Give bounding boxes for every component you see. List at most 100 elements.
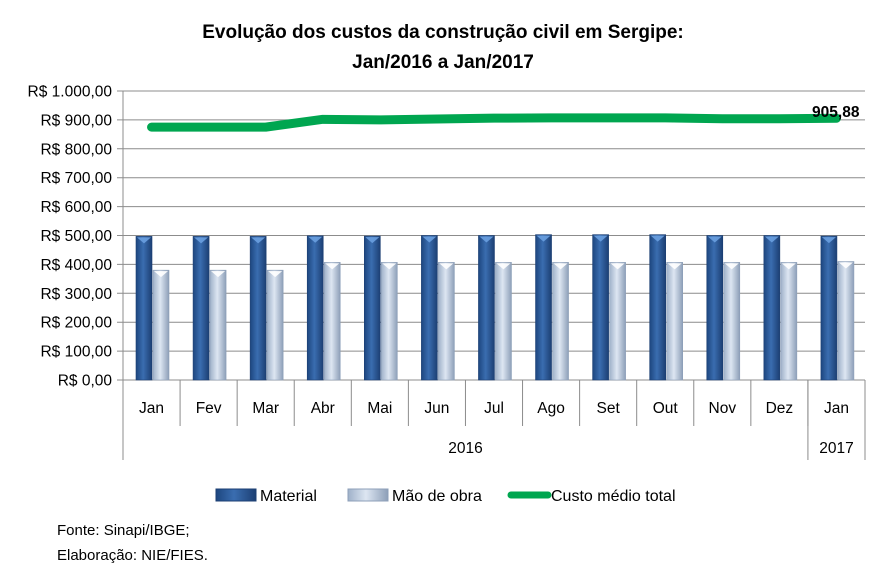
bar-body — [535, 234, 552, 381]
chart-title: Evolução dos custos da construção civil … — [202, 22, 683, 43]
x-axis: Jan Fev Mar Abr Mai Jun Jul Ago Set Out Nov Dez Jan 2… — [122, 380, 866, 460]
bar-body — [820, 235, 838, 381]
bar-body — [364, 235, 381, 381]
y-tick-label: R$ 600,00 — [40, 199, 112, 216]
bar-body — [266, 269, 284, 381]
x-tick-label: Mai — [367, 400, 392, 417]
bars — [135, 234, 855, 381]
bar-top-bevel — [382, 263, 397, 270]
bar-top-bevel — [781, 263, 796, 270]
bar-body — [706, 235, 724, 381]
bar-body — [192, 236, 210, 381]
bar-body — [495, 262, 512, 381]
bar-body — [552, 262, 569, 381]
y-tick-label: R$ 200,00 — [40, 315, 112, 332]
legend-item-material: Material — [215, 488, 317, 505]
bar-body — [306, 235, 324, 381]
x-tick-label: Jul — [484, 400, 504, 417]
bar-top-bevel — [268, 271, 283, 278]
bar-top-bevel — [325, 263, 340, 270]
legend-label-material: Material — [260, 488, 317, 505]
line-custo-medio — [147, 113, 841, 132]
bar-top-bevel — [251, 237, 266, 244]
y-tick-label: R$ 400,00 — [40, 257, 112, 274]
bar-top-bevel — [422, 236, 437, 243]
bar-body — [649, 234, 666, 381]
x-tick-label: Set — [597, 400, 621, 417]
y-tick-label: R$ 0,00 — [58, 373, 113, 390]
line-series: 905,88 — [147, 104, 860, 132]
bar-body — [381, 262, 398, 381]
x-tick-label: Fev — [196, 400, 222, 417]
x-tick-label: Jan — [824, 400, 849, 417]
x-tick-label: Nov — [709, 400, 737, 417]
group-label: 2017 — [819, 440, 853, 457]
x-tick-label: Jan — [139, 400, 164, 417]
bar-material — [763, 235, 781, 381]
credit-line: Elaboração: NIE/FIES. — [57, 547, 208, 564]
source-line: Fonte: Sinapi/IBGE; — [57, 522, 190, 539]
bar-mao-de-obra — [438, 262, 455, 381]
source-note: Fonte: Sinapi/IBGE; Elaboração: NIE/FIES… — [57, 518, 208, 568]
bar-top-bevel — [496, 263, 511, 270]
x-tick-label: Out — [653, 400, 679, 417]
bar-top-bevel — [154, 271, 168, 278]
y-tick-label: R$ 500,00 — [40, 228, 112, 245]
bar-top-bevel — [365, 237, 380, 244]
bar-body — [152, 269, 170, 381]
bar-body — [421, 235, 438, 381]
bar-body — [249, 236, 267, 381]
bar-material — [192, 236, 210, 381]
bar-top-bevel — [707, 236, 722, 243]
x-tick-label: Dez — [766, 400, 794, 417]
legend-label-custo-medio: Custo médio total — [551, 488, 676, 505]
group-label: 2016 — [448, 440, 482, 457]
x-tick-label: Ago — [537, 400, 565, 417]
bar-top-bevel — [821, 237, 836, 244]
bar-body — [323, 262, 341, 381]
bar-body — [209, 269, 227, 381]
bar-top-bevel — [536, 235, 551, 242]
bar-top-bevel — [764, 236, 779, 243]
legend-label-mao-de-obra: Mão de obra — [392, 488, 482, 505]
bar-mao-de-obra — [323, 262, 341, 381]
bar-material — [135, 236, 153, 381]
bar-material — [478, 235, 495, 381]
bar-mao-de-obra — [780, 262, 798, 381]
bar-material — [421, 235, 438, 381]
bar-top-bevel — [479, 236, 494, 243]
bar-top-bevel — [211, 271, 226, 278]
y-tick-label: R$ 1.000,00 — [28, 84, 113, 101]
bar-mao-de-obra — [666, 262, 683, 381]
bar-top-bevel — [308, 236, 323, 243]
data-label: 905,88 — [812, 104, 860, 121]
x-tick-label: Abr — [311, 400, 335, 417]
bar-mao-de-obra — [552, 262, 569, 381]
legend-item-mao-de-obra: Mão de obra — [347, 488, 482, 505]
bar-top-bevel — [724, 263, 739, 270]
y-tick-label: R$ 700,00 — [40, 170, 112, 187]
bar-mao-de-obra — [209, 269, 227, 381]
bar-top-bevel — [667, 263, 682, 270]
bar-body — [438, 262, 455, 381]
bar-top-bevel — [650, 235, 665, 242]
bar-material — [364, 235, 381, 381]
bar-mao-de-obra — [609, 262, 626, 381]
bar-body — [478, 235, 495, 381]
y-tick-label: R$ 300,00 — [40, 286, 112, 303]
bar-body — [780, 262, 798, 381]
bar-mao-de-obra — [266, 269, 284, 381]
y-tick-label: R$ 800,00 — [40, 141, 112, 158]
bar-top-bevel — [838, 262, 853, 269]
bar-material — [592, 234, 609, 381]
bar-material — [535, 234, 552, 381]
bar-material — [306, 235, 324, 381]
x-tick-label: Mar — [252, 400, 279, 417]
bar-body — [666, 262, 683, 381]
bar-top-bevel — [137, 237, 151, 244]
y-axis-ticks: R$ 0,00 R$ 100,00 R$ 200,00 R$ 300,00 R$ 400… — [28, 84, 113, 390]
bar-mao-de-obra — [723, 262, 741, 381]
bar-top-bevel — [439, 263, 454, 270]
bar-top-bevel — [553, 263, 568, 270]
